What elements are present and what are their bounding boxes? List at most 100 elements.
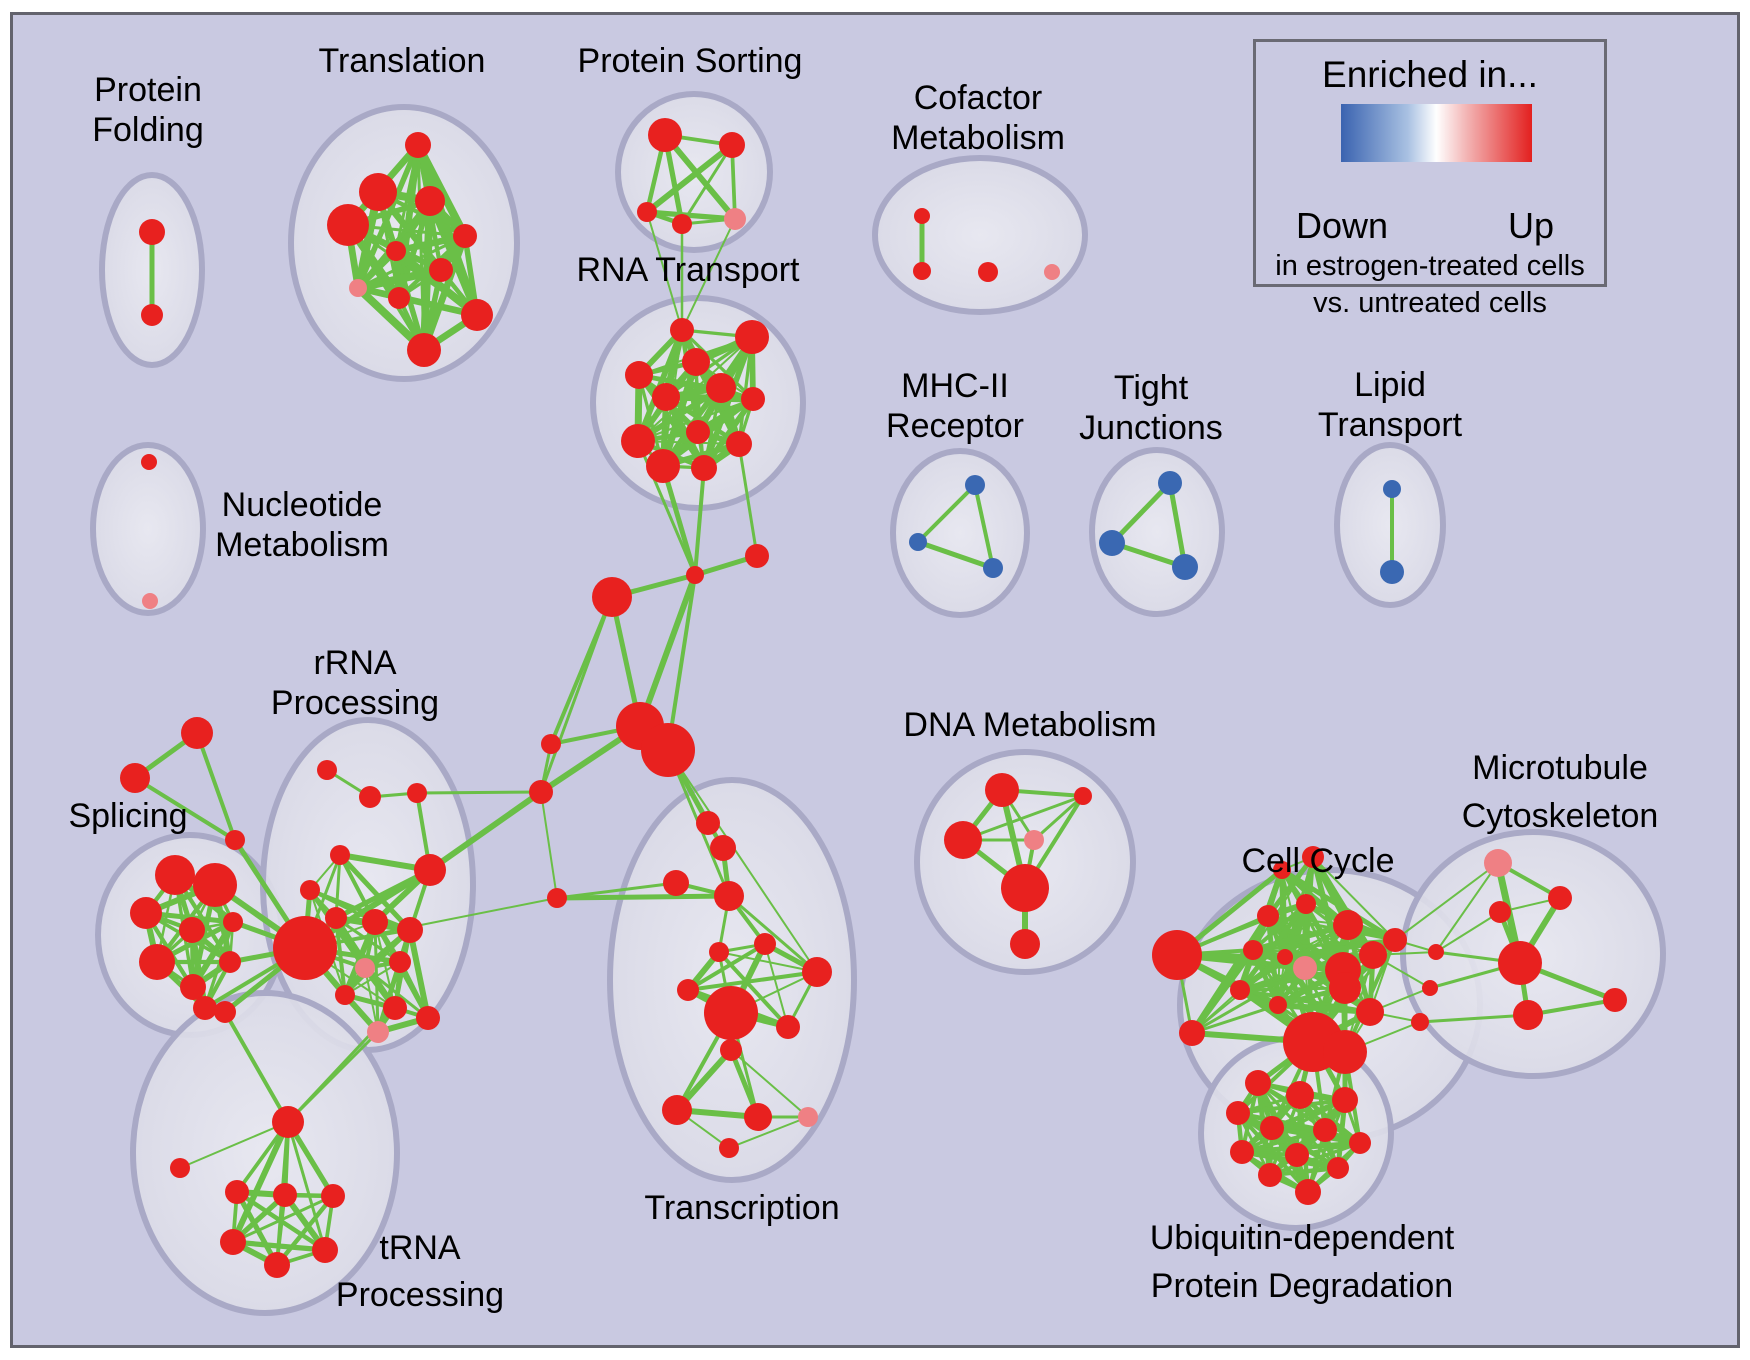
gene-set-node-tx7 <box>709 942 729 962</box>
network-edge <box>234 1189 280 1268</box>
cluster-label: tRNA <box>379 1229 461 1267</box>
cluster-ellipse-dna-metabolism <box>914 749 1136 975</box>
network-edge <box>274 1193 336 1268</box>
gene-set-node-tr9 <box>388 287 410 309</box>
legend-caption-line2: vs. untreated cells <box>1313 287 1547 319</box>
network-edge <box>730 1049 809 1118</box>
gene-set-node-sp2 <box>193 863 237 907</box>
gene-set-node-dm2 <box>1074 787 1092 805</box>
cluster-label: Nucleotide <box>222 486 383 524</box>
gene-set-node-tnH <box>272 1106 304 1138</box>
network-edge <box>286 1030 380 1124</box>
gene-set-node-ub11 <box>1327 1157 1349 1179</box>
gene-set-node-nm2 <box>142 593 158 609</box>
gene-set-node-mtc1 <box>1428 944 1444 960</box>
network-edge <box>179 1121 289 1169</box>
cluster-label: Splicing <box>68 797 187 835</box>
network-edge <box>230 1239 328 1253</box>
gene-set-node-tx12 <box>720 1039 742 1061</box>
gene-set-node-cc6 <box>1243 940 1263 960</box>
gene-set-node-t2 <box>120 763 150 793</box>
gene-set-node-t1 <box>181 717 213 749</box>
gene-set-node-dm3 <box>944 821 982 859</box>
gene-set-node-tx4 <box>714 881 744 911</box>
gene-set-node-rr7 <box>325 907 347 929</box>
cluster-label: Translation <box>319 42 486 80</box>
network-edge <box>286 1120 327 1252</box>
gene-set-node-mh2 <box>909 533 927 551</box>
network-edge <box>646 211 683 331</box>
gene-set-node-rt2 <box>735 320 769 354</box>
gene-set-node-L1 <box>214 1001 236 1023</box>
gene-set-node-tr11 <box>407 333 441 367</box>
network-edge <box>717 950 790 1029</box>
gene-set-node-cc4 <box>1296 894 1316 914</box>
network-edge <box>680 143 734 226</box>
cluster-label: Tight <box>1114 369 1189 407</box>
gene-set-node-c3 <box>592 577 632 617</box>
gene-set-node-tr7 <box>429 258 453 282</box>
cluster-ellipse-cofactor-metabolism <box>872 155 1088 315</box>
network-edge <box>718 951 818 973</box>
network-edge <box>701 396 756 471</box>
legend-caption-line1: in estrogen-treated cells <box>1275 250 1585 282</box>
network-edge <box>1109 480 1173 546</box>
gene-set-node-mh1 <box>965 475 985 495</box>
gene-set-node-mt6 <box>1603 988 1627 1012</box>
cluster-label: Protein <box>94 71 202 109</box>
network-edge <box>540 791 558 899</box>
gene-set-node-tx15 <box>798 1107 818 1127</box>
network-edge <box>1250 922 1351 953</box>
network-edge <box>337 852 413 933</box>
gene-set-node-rt3 <box>682 348 710 376</box>
network-edge <box>961 794 1085 842</box>
gene-set-node-sp8 <box>219 951 241 973</box>
network-edge <box>916 483 977 544</box>
gene-set-node-rr1 <box>317 760 337 780</box>
network-edge <box>415 790 543 795</box>
gene-set-node-rt8 <box>686 420 710 444</box>
gene-set-node-lp1 <box>1383 480 1401 498</box>
gene-set-node-ps4 <box>672 214 692 234</box>
gene-set-node-dm5 <box>1001 864 1049 912</box>
network-edge <box>1312 856 1396 941</box>
gene-set-node-cc11 <box>1359 941 1387 969</box>
gene-set-node-h2 <box>641 723 695 777</box>
network-edge <box>1418 1013 1530 1024</box>
cluster-label: Cofactor <box>914 79 1043 117</box>
cluster-label: Protein Sorting <box>578 42 803 80</box>
gene-set-node-cc14 <box>1269 996 1287 1014</box>
cluster-label: Metabolism <box>891 119 1065 157</box>
network-edge <box>1435 911 1501 953</box>
gene-set-node-tr6 <box>386 241 406 261</box>
gene-set-node-rt6 <box>706 373 736 403</box>
gene-set-node-nm1 <box>141 454 157 470</box>
gene-set-node-ps1 <box>648 118 682 152</box>
gene-set-node-tnI <box>170 1158 190 1178</box>
gene-set-node-cc2 <box>1179 1020 1205 1046</box>
gene-set-node-cc12 <box>1383 928 1407 952</box>
network-edge <box>680 328 755 401</box>
gene-set-node-rr2 <box>359 786 381 808</box>
gene-set-node-rr16 <box>416 1006 440 1030</box>
gene-set-node-tr10 <box>461 299 493 331</box>
cluster-label: Processing <box>336 1276 504 1314</box>
gene-set-node-tn6 <box>264 1252 290 1278</box>
network-edge <box>727 894 819 974</box>
gene-set-node-tx13 <box>662 1095 692 1125</box>
gene-set-node-ub12 <box>1295 1179 1321 1205</box>
gene-set-node-ccT1 <box>1273 861 1291 879</box>
gene-set-node-tx8 <box>677 979 699 1001</box>
gene-set-node-rr15 <box>367 1021 389 1043</box>
network-edge <box>1236 1098 1347 1115</box>
gene-set-node-ub8 <box>1230 1140 1254 1164</box>
network-edge <box>1310 854 1376 958</box>
cluster-ellipse-mhc-ii-receptor <box>890 448 1030 618</box>
gene-set-node-mh3 <box>983 558 1003 578</box>
gene-set-node-rr3 <box>407 783 427 803</box>
network-edge <box>662 132 738 222</box>
gene-set-node-rr5 <box>414 854 446 886</box>
gene-set-node-rr10 <box>355 958 375 978</box>
gene-set-node-ub4 <box>1226 1101 1250 1125</box>
